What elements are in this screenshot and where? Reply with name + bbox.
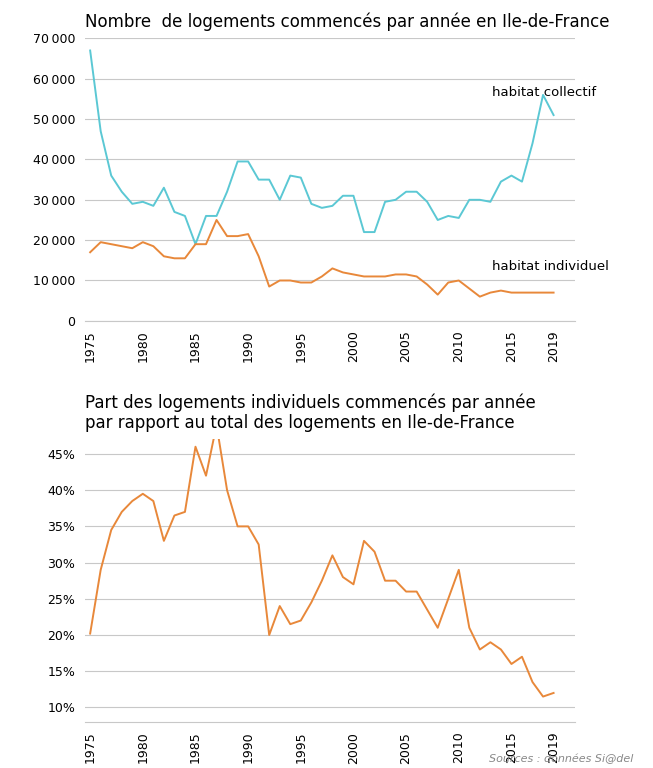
Text: Part des logements individuels commencés par année
par rapport au total des loge: Part des logements individuels commencés… (85, 393, 535, 432)
Text: habitat collectif: habitat collectif (492, 86, 597, 99)
Text: Nombre  de logements commencés par année en Ile-de-France: Nombre de logements commencés par année … (85, 13, 609, 31)
Text: habitat individuel: habitat individuel (492, 260, 609, 273)
Text: Sources : données Si@del: Sources : données Si@del (489, 753, 633, 764)
